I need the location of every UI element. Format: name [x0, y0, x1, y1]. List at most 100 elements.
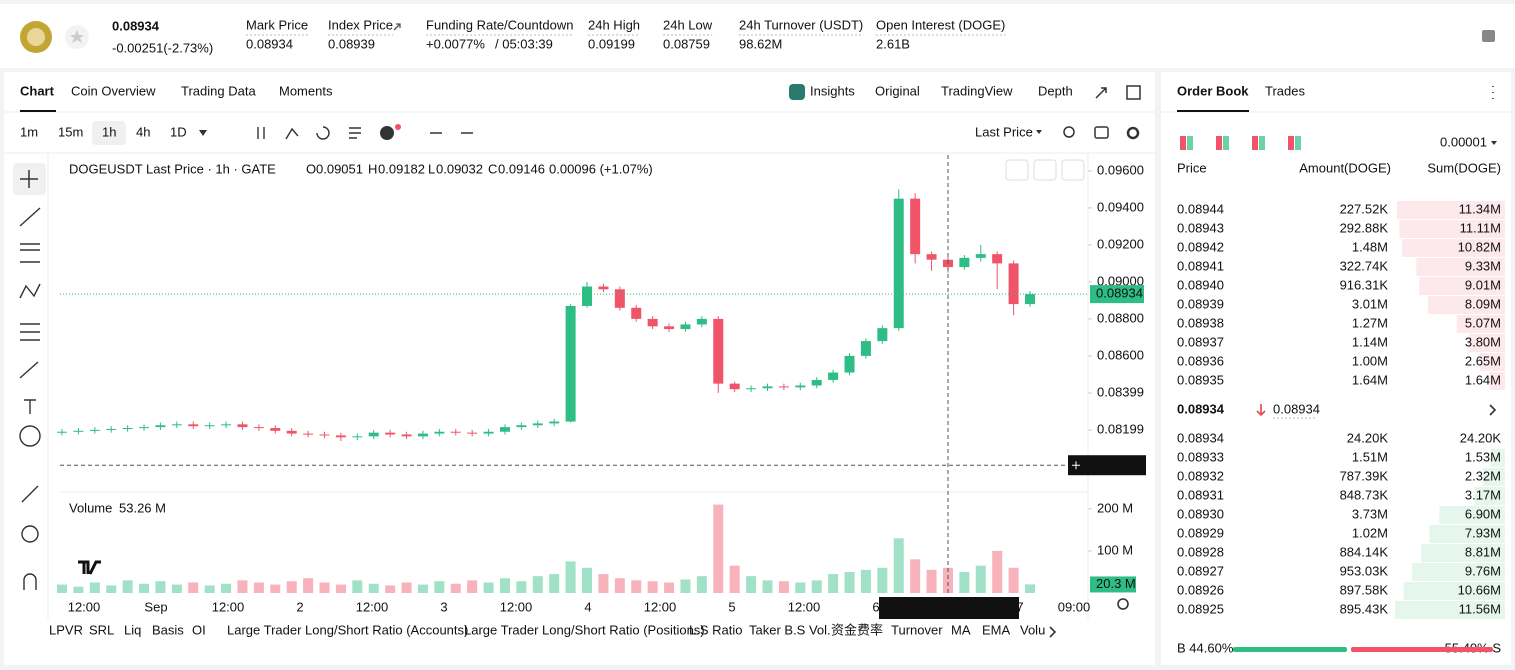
gear-icon[interactable] — [1126, 126, 1140, 140]
book-tab[interactable]: Order Book — [1177, 83, 1249, 98]
indicator[interactable]: SRL — [89, 622, 114, 637]
book-price[interactable]: 0.08935 — [1177, 372, 1224, 387]
price-source[interactable]: Last Price — [975, 124, 1033, 139]
toolbar-icons[interactable] — [257, 126, 473, 140]
indicator[interactable]: EMA — [982, 622, 1011, 637]
indicator[interactable]: Volu — [1020, 622, 1045, 637]
indicator[interactable]: L.S Ratio — [689, 622, 742, 637]
volume-bar — [335, 584, 346, 593]
interval[interactable]: 1m — [20, 124, 38, 139]
interval[interactable]: 1h — [102, 124, 116, 139]
book-price[interactable]: 0.08937 — [1177, 334, 1224, 349]
stat-value: / 05:03:39 — [495, 36, 553, 51]
y-tick-label: 0.08600 — [1097, 347, 1144, 362]
indicator[interactable]: Turnover — [891, 622, 943, 637]
book-price[interactable]: 0.08927 — [1177, 563, 1224, 578]
book-price[interactable]: 0.08941 — [1177, 258, 1224, 273]
volume-bar — [401, 582, 412, 593]
book-sum: 11.56M — [1459, 601, 1501, 616]
indicator[interactable]: LPVR — [49, 622, 83, 637]
window-icon[interactable] — [1126, 85, 1141, 100]
drawing-tools[interactable] — [19, 207, 41, 590]
fullscreen-icon[interactable] — [1095, 87, 1107, 99]
book-price[interactable]: 0.08943 — [1177, 220, 1224, 235]
volume-bar — [188, 582, 199, 593]
indicator[interactable]: Large Trader Long/Short Ratio (Positions… — [464, 622, 705, 637]
depth-bar — [1412, 563, 1505, 581]
interval[interactable]: 4h — [136, 124, 150, 139]
volume-bar — [910, 559, 921, 593]
volume-bar — [450, 583, 461, 593]
book-price[interactable]: 0.08936 — [1177, 353, 1224, 368]
book-price[interactable]: 0.08933 — [1177, 449, 1224, 464]
candle-body — [171, 424, 182, 426]
depth-bar — [1428, 296, 1505, 314]
chart-tab[interactable]: Trading Data — [181, 83, 256, 98]
stat-label: Open Interest (DOGE) — [876, 17, 1005, 32]
book-price[interactable]: 0.08942 — [1177, 239, 1224, 254]
volume-bar — [811, 580, 822, 593]
book-price[interactable]: 0.08925 — [1177, 601, 1224, 616]
volume-bar — [1008, 567, 1019, 593]
indicator[interactable]: OI — [192, 622, 206, 637]
camera-icon[interactable] — [1094, 126, 1109, 139]
indicator[interactable]: MA — [951, 622, 971, 637]
chart-button[interactable] — [1061, 159, 1085, 181]
x-tick-label: 12:00 — [212, 599, 245, 614]
chart-button[interactable] — [1005, 159, 1029, 181]
indicator-button[interactable] — [380, 126, 394, 140]
chart-panel — [4, 72, 1155, 665]
settings-icon[interactable] — [1482, 30, 1495, 42]
ohlc-value: 0.00096 (+1.07%) — [549, 161, 653, 176]
interval[interactable]: 15m — [58, 124, 83, 139]
candle-body — [532, 423, 543, 426]
view-tab[interactable]: Original — [875, 83, 920, 98]
ohlc-key: C — [488, 161, 497, 176]
candle-body — [1025, 294, 1035, 305]
view-tab[interactable]: TradingView — [941, 83, 1013, 98]
book-price[interactable]: 0.08931 — [1177, 487, 1224, 502]
x-tick-label: 12:00 — [788, 599, 821, 614]
x-tick-label: 09:00 — [1058, 599, 1091, 614]
indicator[interactable]: Liq — [124, 622, 141, 637]
book-sum: 11.11M — [1460, 220, 1501, 235]
book-price[interactable]: 0.08926 — [1177, 582, 1224, 597]
book-price[interactable]: 0.08940 — [1177, 277, 1224, 292]
chart-tab[interactable]: Moments — [279, 83, 333, 98]
misc-icons[interactable] — [1049, 86, 1497, 638]
book-price[interactable]: 0.08939 — [1177, 296, 1224, 311]
search-icon[interactable] — [1063, 126, 1075, 138]
tool-icon — [20, 170, 38, 188]
book-price[interactable]: 0.08938 — [1177, 315, 1224, 330]
volume-bar — [992, 550, 1003, 593]
candle-body — [155, 425, 166, 428]
precision-select[interactable]: 0.00001 — [1440, 134, 1487, 149]
book-price[interactable]: 0.08934 — [1177, 430, 1224, 445]
book-sum: 7.93M — [1465, 525, 1501, 540]
book-sum: 9.33M — [1465, 258, 1501, 273]
chart-tab[interactable]: Chart — [20, 83, 55, 98]
indicator[interactable]: Large Trader Long/Short Ratio (Accounts) — [227, 622, 468, 637]
book-price[interactable]: 0.08932 — [1177, 468, 1224, 483]
view-tab[interactable]: Insights — [810, 83, 855, 98]
book-price[interactable]: 0.08944 — [1177, 201, 1224, 216]
x-tick-label: 4 — [584, 599, 591, 614]
interval[interactable]: 1D — [170, 124, 187, 139]
mark-price: 0.08934 — [1273, 401, 1320, 416]
volume-bar — [549, 574, 560, 593]
view-tab[interactable]: Depth — [1038, 83, 1073, 98]
indicator[interactable]: Basis — [152, 622, 184, 637]
depth-bar — [1403, 582, 1505, 600]
candle-body — [549, 421, 560, 424]
book-tab[interactable]: Trades — [1265, 83, 1305, 98]
indicator[interactable]: 资金费率 — [831, 622, 883, 637]
book-price[interactable]: 0.08930 — [1177, 506, 1224, 521]
stat-label: 24h Low — [663, 17, 713, 32]
book-sum: 8.81M — [1465, 544, 1501, 559]
chart-button[interactable] — [1033, 159, 1057, 181]
chart-tab[interactable]: Coin Overview — [71, 83, 156, 98]
y-tick-label: 0.09200 — [1097, 236, 1144, 251]
book-price[interactable]: 0.08928 — [1177, 544, 1224, 559]
indicator[interactable]: Taker B.S Vol. — [749, 622, 831, 637]
book-price[interactable]: 0.08929 — [1177, 525, 1224, 540]
